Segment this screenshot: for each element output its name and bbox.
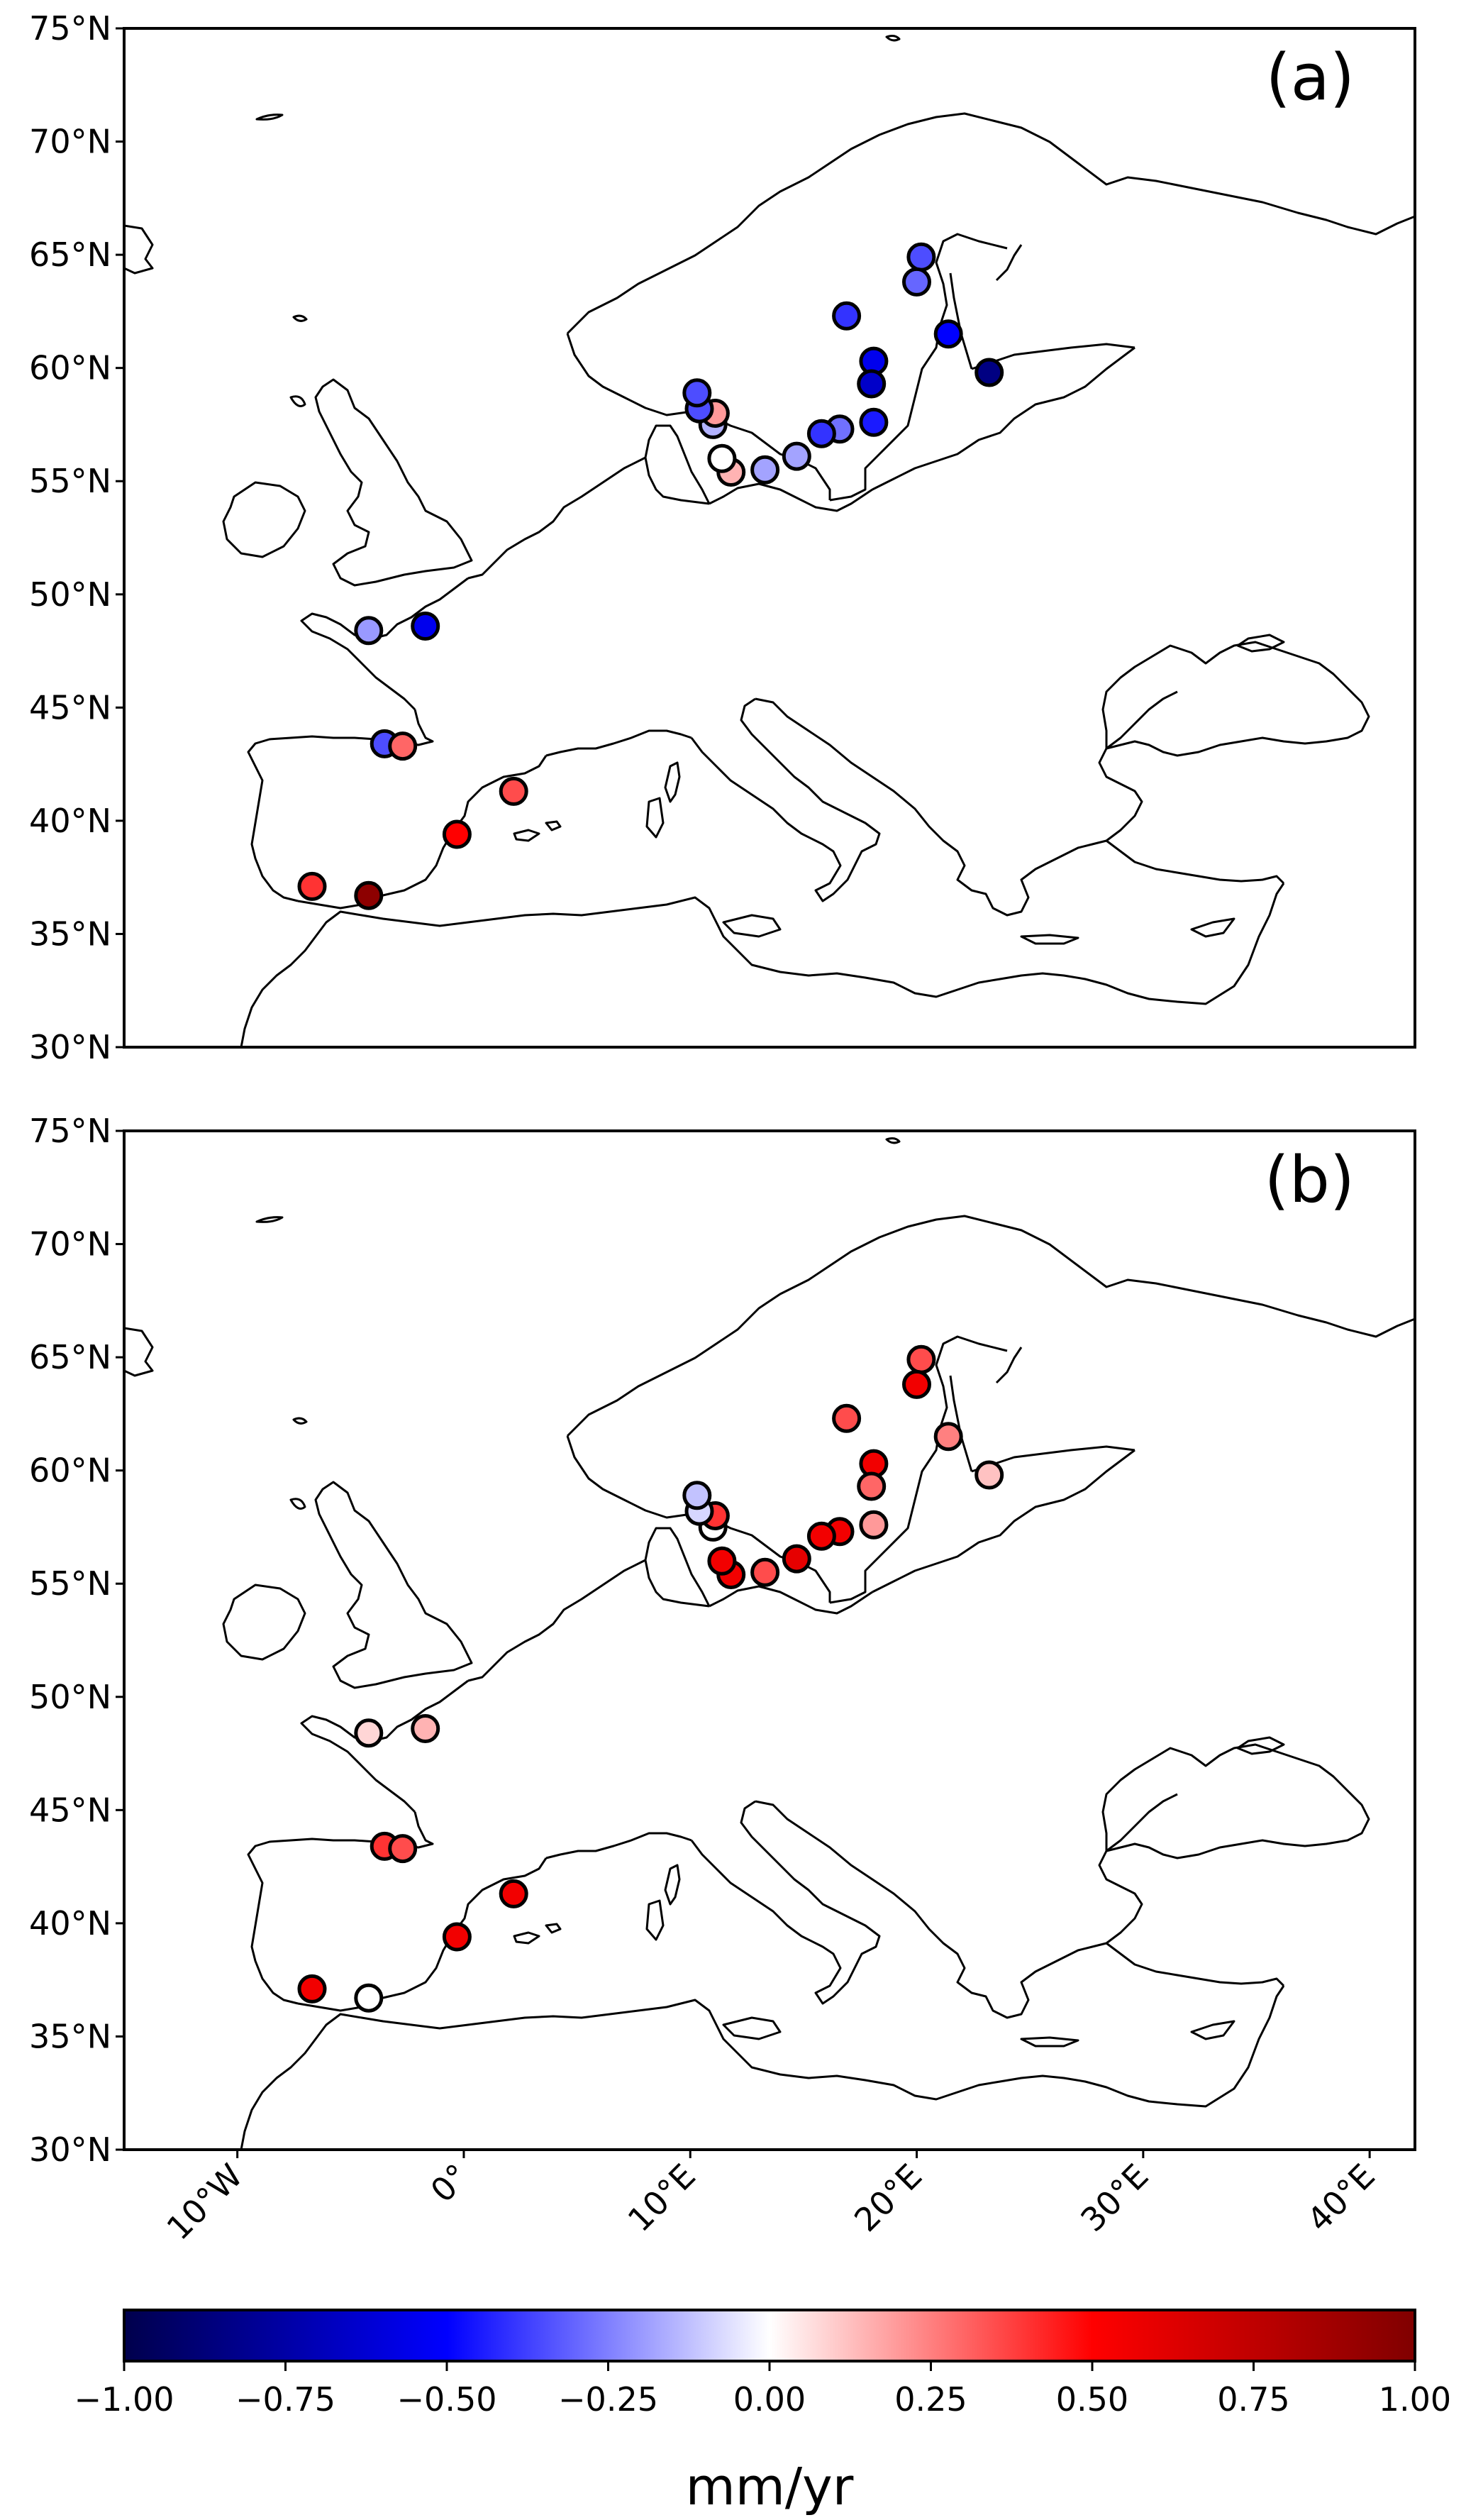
latitude-axis: 75°N 70°N 65°N 60°N 55°N 50°N 45°N 40°N 35°N 30°N xyxy=(29,9,124,1066)
colorbar: −1.00 −0.75 −0.50 −0.25 0.00 0.25 0.50 0.75 1.00… xyxy=(74,2309,1451,2516)
lat-tick-label: 50°N xyxy=(29,1678,111,1716)
station-marker xyxy=(859,407,889,437)
colorbar-tick-label: 1.00 xyxy=(1379,2380,1451,2419)
lon-tick-label: 20°E xyxy=(847,2157,929,2239)
lat-tick-label: 70°N xyxy=(29,123,111,161)
lat-tick-label: 30°N xyxy=(29,1028,111,1066)
stations-layer xyxy=(297,242,1004,910)
station-marker xyxy=(442,1922,472,1952)
station-marker xyxy=(388,731,418,761)
station-marker xyxy=(933,319,963,349)
station-marker xyxy=(832,301,862,331)
lon-tick-label: 40°E xyxy=(1300,2157,1382,2239)
station-marker xyxy=(707,1546,737,1576)
station-marker xyxy=(782,441,811,471)
colorbar-tick-label: −0.75 xyxy=(235,2380,335,2419)
colorbar-tick-label: 0.25 xyxy=(894,2380,967,2419)
lat-tick-label: 40°N xyxy=(29,802,111,840)
panel-label: (b) xyxy=(1265,1143,1355,1217)
station-marker xyxy=(354,1983,384,2013)
lon-tick-label: 30°E xyxy=(1073,2157,1155,2239)
colorbar-tick-label: −0.25 xyxy=(558,2380,658,2419)
stations-layer xyxy=(297,1344,1004,2013)
colorbar-tick-label: 0.50 xyxy=(1056,2380,1128,2419)
station-marker xyxy=(682,1481,712,1510)
station-marker xyxy=(859,1510,889,1540)
station-marker xyxy=(388,1834,418,1864)
lat-tick-label: 65°N xyxy=(29,236,111,274)
station-marker xyxy=(499,1879,528,1908)
lat-tick-label: 65°N xyxy=(29,1338,111,1376)
station-marker xyxy=(857,1471,887,1501)
station-marker xyxy=(682,378,712,408)
lon-tick-label: 0° xyxy=(423,2157,477,2210)
station-marker xyxy=(297,1974,327,2004)
lat-tick-label: 70°N xyxy=(29,1225,111,1264)
colorbar-tick-label: −0.50 xyxy=(397,2380,497,2419)
station-marker xyxy=(750,455,780,485)
station-marker xyxy=(782,1544,811,1574)
colorbar-gradient xyxy=(123,2309,1416,2362)
station-marker xyxy=(902,1369,931,1399)
lon-tick-label: 10°E xyxy=(621,2157,703,2239)
lat-tick-label: 45°N xyxy=(29,1791,111,1829)
longitude-axis: 10°W 0° 10°E 20°E 30°E 40°E xyxy=(159,2150,1382,2248)
station-marker xyxy=(902,267,931,297)
station-marker xyxy=(974,358,1004,387)
map-frame xyxy=(123,1129,1416,2151)
station-marker xyxy=(354,1718,384,1748)
lat-tick-label: 30°N xyxy=(29,2131,111,2169)
lon-tick-label: 10°W xyxy=(159,2157,250,2248)
station-marker xyxy=(499,776,528,806)
panel-a: (a) 75°N 70°N 65°N 60°N 55°N 50°N 45°N 40°N 35°N… xyxy=(29,9,1416,1066)
station-marker xyxy=(832,1403,862,1433)
lat-tick-label: 60°N xyxy=(29,349,111,387)
station-marker xyxy=(906,242,936,272)
lat-tick-label: 35°N xyxy=(29,914,111,953)
station-marker xyxy=(442,819,472,849)
map-frame xyxy=(123,27,1416,1049)
lat-tick-label: 40°N xyxy=(29,1904,111,1942)
station-marker xyxy=(707,443,737,473)
station-marker xyxy=(906,1344,936,1374)
colorbar-unit-label: mm/yr xyxy=(686,2457,854,2516)
lat-tick-label: 75°N xyxy=(29,9,111,48)
station-marker xyxy=(354,616,384,646)
station-marker xyxy=(974,1460,1004,1490)
colorbar-tick-label: 0.00 xyxy=(733,2380,806,2419)
station-marker xyxy=(806,419,836,448)
station-marker xyxy=(933,1422,963,1452)
colorbar-tick-label: −1.00 xyxy=(74,2380,174,2419)
lat-tick-label: 35°N xyxy=(29,2017,111,2055)
latitude-axis: 75°N 70°N 65°N 60°N 55°N 50°N 45°N 40°N 35°N 30°N xyxy=(29,1112,124,2169)
station-marker xyxy=(806,1521,836,1551)
lat-tick-label: 55°N xyxy=(29,1564,111,1603)
lat-tick-label: 55°N xyxy=(29,462,111,500)
lat-tick-label: 60°N xyxy=(29,1452,111,1490)
station-marker xyxy=(354,880,384,910)
colorbar-tick-label: 0.75 xyxy=(1217,2380,1289,2419)
panel-label: (a) xyxy=(1266,40,1355,115)
lat-tick-label: 50°N xyxy=(29,575,111,614)
station-marker xyxy=(857,369,887,399)
station-marker xyxy=(750,1557,780,1587)
lat-tick-label: 45°N xyxy=(29,688,111,726)
lat-tick-label: 75°N xyxy=(29,1112,111,1150)
station-marker xyxy=(411,1714,440,1743)
panel-b: (b) 75°N 70°N 65°N 60°N 55°N 50°N 45°N 40°N 35°N… xyxy=(29,1112,1416,2169)
colorbar-ticks: −1.00 −0.75 −0.50 −0.25 0.00 0.25 0.50 0.75 1.00 xyxy=(74,2361,1451,2419)
station-marker xyxy=(411,612,440,641)
station-marker xyxy=(297,871,327,901)
